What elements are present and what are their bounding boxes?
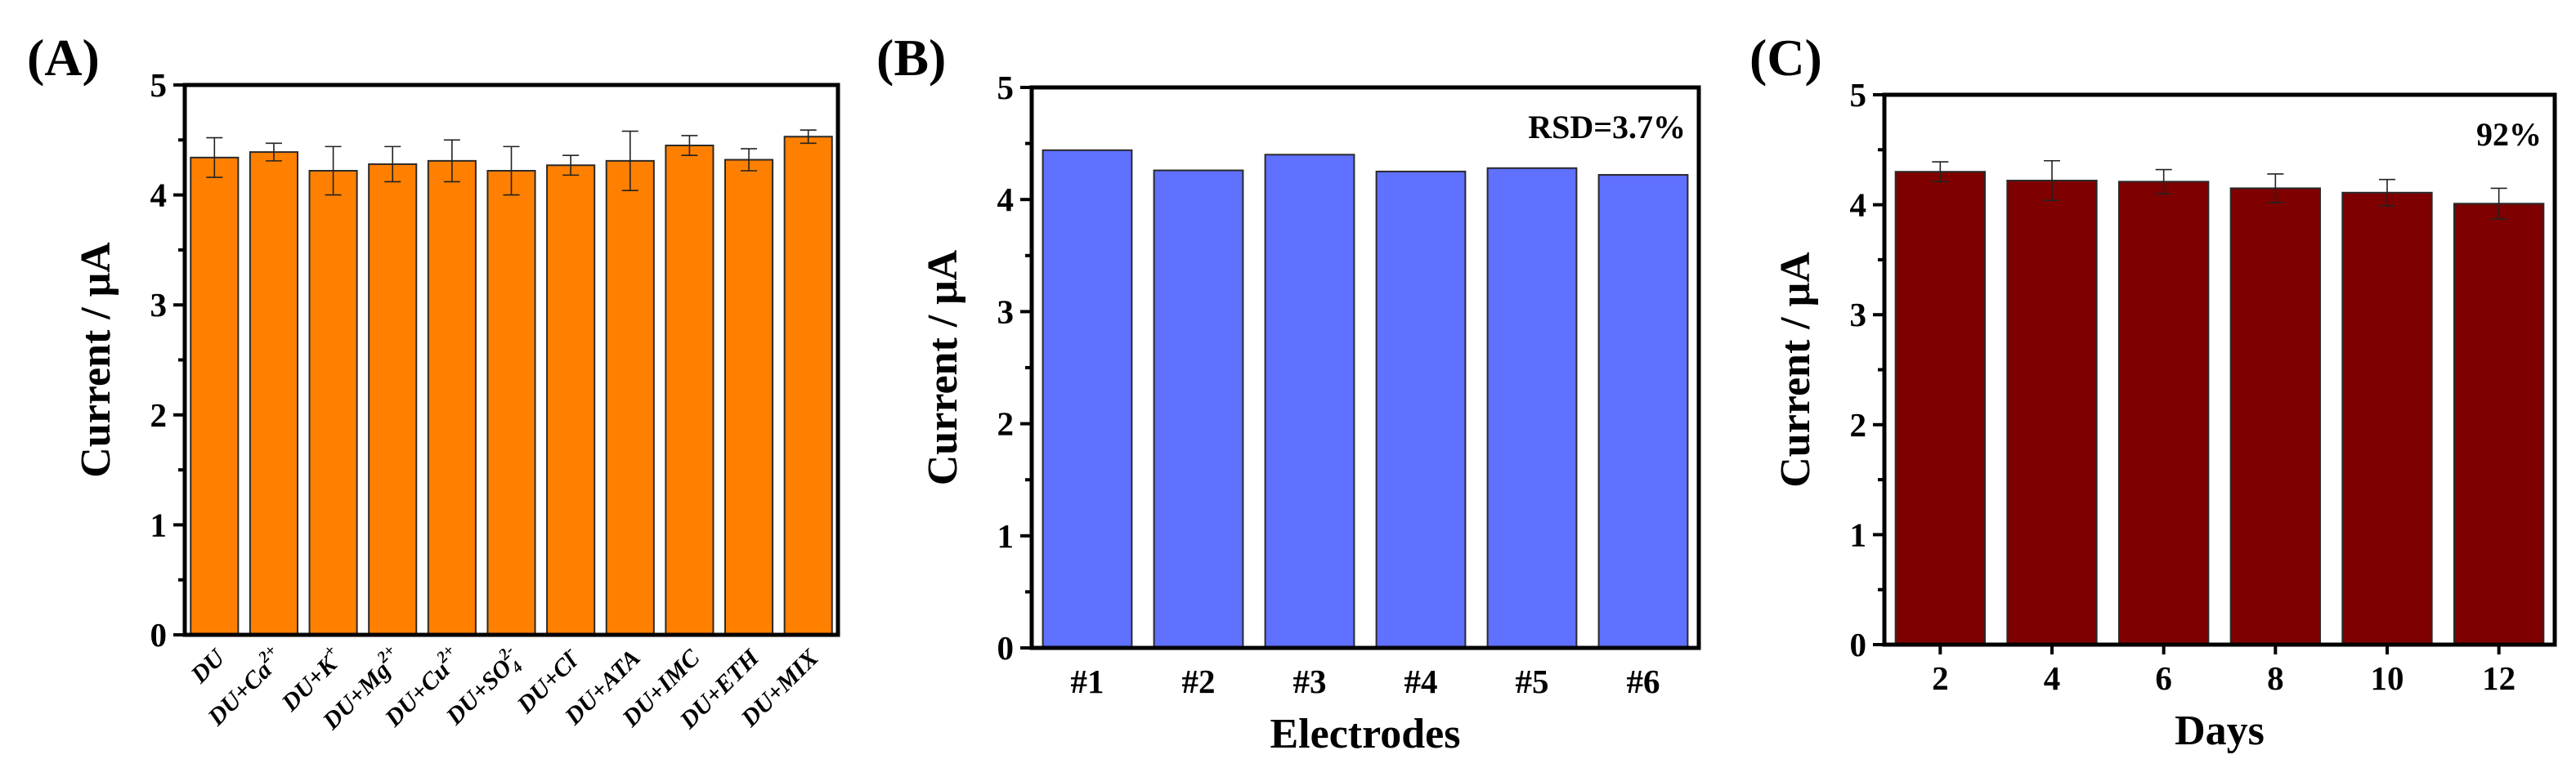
- bar: [1894, 171, 1987, 646]
- y-tick-label: 3: [997, 292, 1015, 330]
- y-axis-title: Current / μA: [1772, 252, 1819, 488]
- y-tick-label: 5: [1850, 76, 1867, 114]
- bar: [190, 156, 240, 636]
- x-tick-label: #6: [1627, 663, 1660, 700]
- error-bar: [1932, 161, 1949, 183]
- y-tick-label: 3: [150, 286, 168, 324]
- bar: [1375, 170, 1467, 649]
- bar: [546, 164, 596, 636]
- y-tick-label: 5: [150, 66, 168, 104]
- y-axis-title: Current / μA: [73, 242, 119, 478]
- error-bar: [503, 145, 520, 196]
- y-tick-label: 0: [997, 629, 1015, 667]
- x-tick-label: #4: [1404, 663, 1438, 700]
- y-tick-label: 1: [997, 517, 1015, 555]
- error-bar: [2155, 168, 2172, 194]
- bar: [2453, 203, 2545, 645]
- y-tick-label: 4: [150, 176, 168, 214]
- y-axis-title: Current / μA: [920, 249, 966, 485]
- bar: [427, 159, 477, 636]
- error-bar: [741, 148, 758, 172]
- bar: [368, 163, 418, 636]
- annotation-text: 92%: [2476, 116, 2542, 153]
- x-tick-label: #3: [1293, 663, 1327, 700]
- bar: [1597, 174, 1689, 650]
- error-bar: [2267, 173, 2284, 203]
- y-tick-label: 2: [150, 396, 168, 434]
- panel-label: (C): [1749, 29, 1822, 87]
- panel-b: (B) 0 1 2 3 4 5 Current / μA #1 #2 #3 #4 #5 #6 Electro…: [876, 29, 1701, 757]
- y-tick-label: 2: [1850, 406, 1867, 444]
- error-bar: [800, 129, 817, 145]
- bar: [486, 169, 536, 636]
- y-tick-label: 3: [1850, 296, 1867, 333]
- error-bar: [325, 145, 342, 196]
- bar: [665, 145, 715, 636]
- x-tick-label: 4: [2044, 659, 2061, 697]
- error-bar: [2490, 187, 2507, 220]
- y-tick-label: 4: [1850, 186, 1867, 224]
- y-tick-label: 1: [1850, 516, 1867, 553]
- error-bar: [265, 142, 282, 162]
- error-bar: [2044, 159, 2060, 202]
- bar: [2341, 191, 2433, 645]
- x-tick-label: 10: [2371, 659, 2404, 697]
- y-tick-label: 5: [997, 69, 1015, 106]
- y-tick-label: 0: [1850, 626, 1867, 663]
- x-tick-label: #1: [1071, 663, 1104, 700]
- x-tick-label: 8: [2267, 659, 2284, 697]
- bar: [2006, 179, 2098, 646]
- x-tick-label: #2: [1182, 663, 1216, 700]
- y-tick-label: 4: [997, 181, 1015, 218]
- annotation-text: RSD=3.7%: [1528, 109, 1686, 145]
- bar: [249, 151, 299, 636]
- bar: [308, 169, 358, 636]
- y-tick-label: 2: [997, 405, 1015, 443]
- bar: [783, 136, 833, 636]
- bar: [1486, 167, 1578, 649]
- x-tick-label: 12: [2482, 659, 2516, 697]
- x-tick-label: 6: [2155, 659, 2172, 697]
- bar: [2118, 181, 2210, 646]
- error-bar: [2379, 178, 2395, 207]
- panel-label: (A): [27, 29, 100, 87]
- y-tick-label: 1: [150, 506, 168, 543]
- bar: [1042, 149, 1133, 650]
- bar: [1153, 169, 1244, 649]
- bar: [724, 159, 774, 636]
- x-tick-label: DU: [186, 644, 231, 690]
- x-tick-label: 2: [1932, 659, 1949, 697]
- x-axis-title: Days: [2175, 708, 2265, 754]
- error-bar: [562, 154, 580, 176]
- x-axis-title: Electrodes: [1270, 711, 1461, 757]
- error-bar: [681, 135, 698, 156]
- bar: [1264, 154, 1355, 649]
- bar: [2229, 187, 2322, 646]
- error-bar: [621, 130, 638, 192]
- panel-label: (B): [876, 29, 946, 87]
- error-bar: [384, 145, 401, 183]
- y-tick-label: 0: [150, 616, 168, 654]
- bar: [605, 159, 655, 636]
- error-bar: [206, 136, 223, 178]
- x-tick-label: #5: [1516, 663, 1549, 700]
- error-bar: [443, 139, 460, 183]
